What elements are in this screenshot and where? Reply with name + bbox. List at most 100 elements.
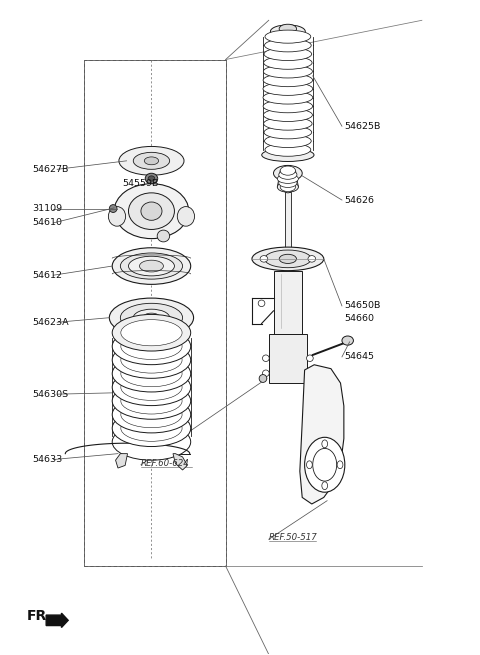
FancyArrow shape bbox=[46, 613, 68, 627]
Ellipse shape bbox=[121, 361, 182, 386]
Ellipse shape bbox=[280, 166, 296, 175]
Ellipse shape bbox=[264, 126, 312, 139]
Ellipse shape bbox=[129, 256, 174, 276]
Polygon shape bbox=[116, 454, 128, 468]
Ellipse shape bbox=[262, 149, 314, 162]
Ellipse shape bbox=[259, 375, 267, 383]
Ellipse shape bbox=[133, 309, 169, 326]
Text: 54627B: 54627B bbox=[32, 165, 68, 174]
Ellipse shape bbox=[282, 178, 294, 184]
Text: 54645: 54645 bbox=[344, 352, 374, 362]
Ellipse shape bbox=[264, 250, 311, 268]
Ellipse shape bbox=[109, 298, 193, 337]
Ellipse shape bbox=[121, 374, 182, 400]
Text: 54660: 54660 bbox=[344, 314, 374, 323]
Ellipse shape bbox=[264, 117, 312, 130]
Bar bbox=[274, 271, 302, 334]
Bar bbox=[285, 191, 291, 255]
Polygon shape bbox=[300, 365, 344, 504]
Ellipse shape bbox=[133, 153, 169, 170]
Ellipse shape bbox=[109, 204, 117, 212]
Text: 54626: 54626 bbox=[344, 196, 374, 204]
Ellipse shape bbox=[112, 410, 191, 447]
Ellipse shape bbox=[265, 143, 311, 157]
Text: 54650B: 54650B bbox=[344, 301, 381, 310]
Ellipse shape bbox=[140, 260, 163, 272]
Text: 54612: 54612 bbox=[32, 271, 62, 280]
Ellipse shape bbox=[121, 415, 182, 441]
Ellipse shape bbox=[280, 182, 296, 191]
Ellipse shape bbox=[264, 39, 311, 52]
Ellipse shape bbox=[129, 193, 174, 229]
Ellipse shape bbox=[263, 370, 269, 377]
Ellipse shape bbox=[265, 30, 311, 43]
Ellipse shape bbox=[112, 314, 191, 351]
Text: 54610: 54610 bbox=[32, 218, 62, 227]
Ellipse shape bbox=[177, 206, 194, 226]
Ellipse shape bbox=[337, 461, 343, 469]
Ellipse shape bbox=[112, 424, 191, 460]
Ellipse shape bbox=[121, 320, 182, 346]
Ellipse shape bbox=[322, 481, 327, 489]
Ellipse shape bbox=[112, 383, 191, 419]
Ellipse shape bbox=[114, 183, 189, 238]
Ellipse shape bbox=[342, 336, 353, 345]
Ellipse shape bbox=[121, 402, 182, 428]
Ellipse shape bbox=[264, 48, 312, 60]
Ellipse shape bbox=[263, 73, 312, 86]
Ellipse shape bbox=[279, 254, 297, 263]
Ellipse shape bbox=[112, 248, 191, 284]
Text: 54623A: 54623A bbox=[32, 318, 69, 327]
Ellipse shape bbox=[148, 176, 155, 181]
Text: REF.50-517: REF.50-517 bbox=[269, 533, 317, 542]
Ellipse shape bbox=[258, 300, 265, 307]
Ellipse shape bbox=[277, 174, 299, 183]
Ellipse shape bbox=[263, 355, 269, 362]
Bar bbox=[84, 60, 226, 566]
Text: 54633: 54633 bbox=[32, 455, 62, 464]
Ellipse shape bbox=[286, 183, 290, 189]
Ellipse shape bbox=[121, 388, 182, 414]
Ellipse shape bbox=[120, 253, 182, 279]
Ellipse shape bbox=[112, 342, 191, 379]
Text: 54625B: 54625B bbox=[344, 122, 381, 131]
Ellipse shape bbox=[305, 438, 345, 492]
Ellipse shape bbox=[112, 328, 191, 365]
Ellipse shape bbox=[307, 355, 313, 362]
Ellipse shape bbox=[264, 56, 312, 69]
Text: 54559B: 54559B bbox=[123, 179, 159, 188]
Ellipse shape bbox=[144, 157, 158, 165]
Ellipse shape bbox=[279, 178, 297, 187]
Ellipse shape bbox=[141, 202, 162, 220]
Ellipse shape bbox=[322, 440, 327, 448]
Text: 31109: 31109 bbox=[32, 204, 62, 213]
Bar bbox=[84, 60, 226, 566]
Ellipse shape bbox=[112, 396, 191, 433]
Ellipse shape bbox=[270, 25, 305, 38]
Ellipse shape bbox=[121, 333, 182, 360]
Ellipse shape bbox=[308, 255, 316, 262]
Ellipse shape bbox=[279, 170, 297, 179]
Ellipse shape bbox=[263, 83, 313, 96]
Ellipse shape bbox=[140, 434, 163, 445]
Ellipse shape bbox=[121, 347, 182, 373]
Ellipse shape bbox=[277, 181, 299, 192]
Ellipse shape bbox=[120, 303, 182, 332]
Ellipse shape bbox=[260, 255, 268, 262]
Text: FR.: FR. bbox=[27, 609, 53, 624]
Ellipse shape bbox=[119, 147, 184, 175]
Ellipse shape bbox=[146, 436, 157, 443]
Ellipse shape bbox=[313, 449, 336, 481]
Ellipse shape bbox=[284, 186, 292, 193]
Ellipse shape bbox=[143, 313, 160, 322]
Ellipse shape bbox=[307, 370, 313, 377]
Ellipse shape bbox=[108, 206, 126, 226]
Ellipse shape bbox=[145, 174, 157, 183]
Ellipse shape bbox=[157, 230, 169, 242]
Bar bbox=[269, 334, 307, 383]
Ellipse shape bbox=[264, 65, 312, 78]
Text: 54630S: 54630S bbox=[32, 390, 68, 399]
Ellipse shape bbox=[252, 247, 324, 271]
Ellipse shape bbox=[264, 108, 312, 121]
Ellipse shape bbox=[279, 24, 297, 33]
